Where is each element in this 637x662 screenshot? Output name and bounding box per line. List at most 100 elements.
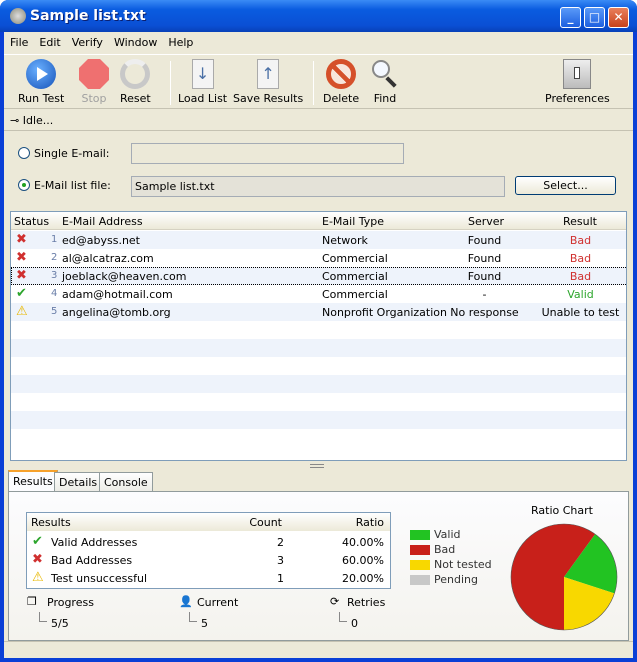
single-email-radio[interactable] [18,147,30,159]
email-list-radio[interactable] [18,179,30,191]
legend-label: Valid [434,528,461,541]
result-label: Bad Addresses [51,554,133,567]
results-table: Results Count Ratio ✔ Valid Addresses 2 … [26,512,391,589]
maximize-button[interactable]: □ [584,7,605,28]
delete-button[interactable]: Delete [323,59,359,105]
chart-title: Ratio Chart [531,504,593,517]
row-number: 1 [51,234,58,245]
row-number: 4 [51,288,58,299]
progress-value: 5/5 [51,617,69,630]
toolbar-separator [170,61,171,105]
legend-swatch [410,560,430,570]
pie-slice-valid [564,534,617,594]
title-bar[interactable]: Sample list.txt _ □ ✕ [0,0,637,32]
status-indicator: ⊸ Idle... [10,114,53,127]
upload-document-icon: ↑ [257,59,280,89]
result-cell: Valid [567,288,594,301]
empty-row [11,357,626,375]
email-list-label: E-Mail list file: [34,179,111,192]
menu-file[interactable]: File [10,36,29,49]
result-cell: Bad [569,252,592,265]
load-list-label: Load List [178,92,228,105]
result-cell: Bad [569,234,592,247]
server-cell: - [482,288,487,301]
cross-icon: ✖ [32,552,43,567]
menu-window[interactable]: Window [113,36,158,49]
server-cell: Found [467,234,502,247]
menu-bar: File Edit Verify Window Help [4,34,198,52]
menu-edit[interactable]: Edit [39,36,61,49]
header-result[interactable]: Result [563,215,597,228]
legend-label: Pending [434,573,478,586]
ratio-col: Ratio [355,516,384,529]
results-row: ✖ Bad Addresses 3 60.00% [27,551,390,569]
legend-swatch [410,530,430,540]
table-row[interactable]: ✔ 4 adam@hotmail.com Commercial - Valid [11,285,626,303]
results-panel: Results Count Ratio ✔ Valid Addresses 2 … [8,491,629,641]
delete-label: Delete [323,92,360,105]
run-test-button[interactable]: Run Test [18,59,64,105]
legend-swatch [410,575,430,585]
type-cell: Commercial [322,252,388,265]
menu-verify[interactable]: Verify [71,36,103,49]
email-table: Status E-Mail Address E-Mail Type Server… [10,211,627,461]
menu-help[interactable]: Help [168,36,194,49]
table-row[interactable]: ✖ 1 ed@abyss.net Network Found Bad [11,231,626,249]
table-row[interactable]: ⚠ 5 angelina@tomb.org Nonprofit Organiza… [11,303,626,321]
email-cell: al@alcatraz.com [62,252,154,265]
warning-icon: ⚠ [16,304,28,319]
prohibited-icon [326,59,357,89]
tab-details[interactable]: Details [54,472,103,492]
header-status[interactable]: Status [14,215,50,228]
save-results-button[interactable]: ↑ Save Results [233,59,303,105]
preferences-button[interactable]: Preferences [545,59,610,105]
email-cell: adam@hotmail.com [62,288,173,301]
empty-row [11,339,626,357]
close-button[interactable]: ✕ [608,7,629,28]
status-text: Idle... [22,114,54,127]
reset-label: Reset [120,92,151,105]
single-email-input[interactable] [131,143,404,164]
row-number: 3 [51,270,58,281]
tab-console[interactable]: Console [99,472,153,492]
empty-row [11,375,626,393]
row-number: 2 [51,252,58,263]
refresh-icon [120,59,151,89]
tab-results[interactable]: Results [8,470,58,492]
type-cell: Commercial [322,270,388,283]
save-results-label: Save Results [233,92,304,105]
result-count: 3 [277,554,284,567]
header-email[interactable]: E-Mail Address [62,215,143,228]
current-value: 5 [201,617,208,630]
empty-row [11,411,626,429]
plug-icon: ⊸ [10,114,20,127]
results-row: ✔ Valid Addresses 2 40.00% [27,533,390,551]
email-list-file-input[interactable]: Sample list.txt [131,176,505,197]
empty-row [11,393,626,411]
single-email-label: Single E-mail: [34,147,110,160]
email-cell: ed@abyss.net [62,234,140,247]
preferences-label: Preferences [545,92,610,105]
splitter-handle[interactable] [310,464,324,468]
load-list-button[interactable]: ↓ Load List [178,59,227,105]
result-label: Test unsuccessful [51,572,148,585]
server-cell: No response [450,306,519,319]
reset-button[interactable]: Reset [120,59,151,105]
stop-button[interactable]: Stop [79,59,109,105]
type-cell: Nonprofit Organization [322,306,447,319]
warning-icon: ⚠ [32,570,44,585]
result-ratio: 40.00% [342,536,384,549]
find-button[interactable]: Find [370,59,400,105]
minimize-button[interactable]: _ [560,7,581,28]
select-button[interactable]: Select... [515,176,616,195]
header-server[interactable]: Server [468,215,505,228]
retries-label: Retries [347,596,386,609]
table-row[interactable]: ✖ 2 al@alcatraz.com Commercial Found Bad [11,249,626,267]
table-row[interactable]: ✖ 3 joeblack@heaven.com Commercial Found… [11,267,626,285]
legend-swatch [410,545,430,555]
cross-icon: ✖ [16,268,27,283]
results-row: ⚠ Test unsuccessful 1 20.00% [27,569,390,587]
header-type[interactable]: E-Mail Type [322,215,385,228]
legend-label: Not tested [434,558,492,571]
